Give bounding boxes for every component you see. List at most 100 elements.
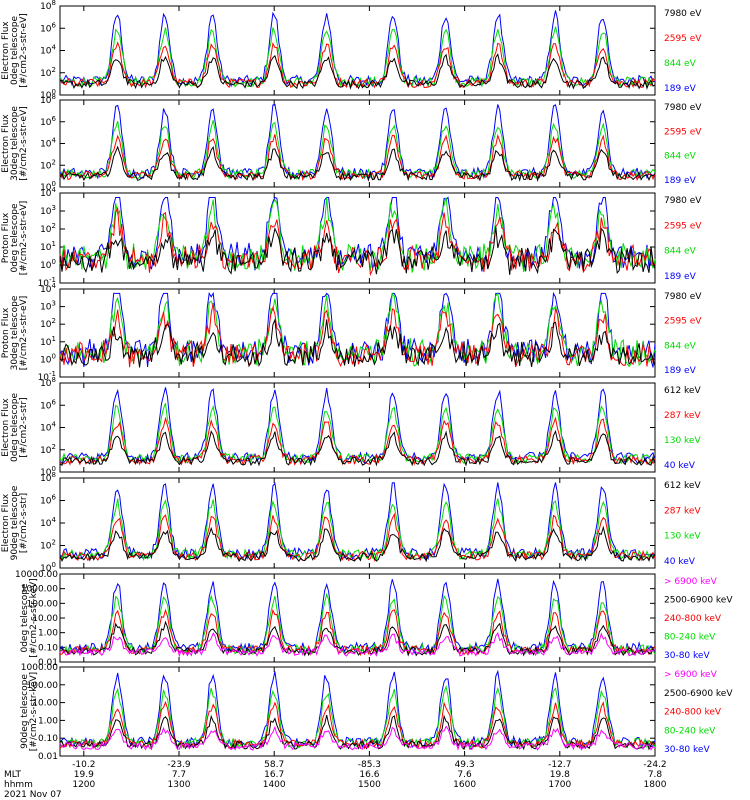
y-axis-label: [#/cm2-s-str] bbox=[19, 397, 29, 457]
y-tick-label: 0.10 bbox=[38, 643, 58, 653]
y-axis-label: [#/cm2-s-str-eV] bbox=[19, 201, 29, 276]
y-axis-label: [#/cm2-s-str-eV] bbox=[19, 106, 29, 181]
y-axis-label: 0deg telescope bbox=[20, 583, 30, 653]
legend-entry: 287 keV bbox=[664, 506, 701, 516]
legend-entry: 240-800 keV bbox=[664, 708, 722, 718]
series-trace bbox=[59, 631, 656, 658]
y-tick-label: 106 bbox=[40, 115, 56, 128]
y-axis-label: [#/cm2-s-str-keV] bbox=[29, 578, 39, 657]
x-tick-label: -23.9 bbox=[167, 760, 191, 770]
legend-entry: 2595 eV bbox=[664, 221, 702, 231]
panel-frame bbox=[59, 5, 656, 96]
y-tick-label: 10-1 bbox=[38, 276, 56, 289]
x-tick-label: 1300 bbox=[168, 780, 191, 790]
legend-entry: 844 eV bbox=[664, 341, 697, 351]
x-axis-footer: -10.2 -23.9 58.7 -85.3 49.3 -12.7 -24.2 MLT 19.9… bbox=[4, 760, 667, 800]
x-tick-label: 1600 bbox=[453, 780, 476, 790]
y-tick-label: 100 bbox=[40, 352, 56, 365]
y-axis-label: [#/cm2-s-str-eV] bbox=[19, 13, 29, 88]
series-trace bbox=[59, 145, 656, 183]
series-trace bbox=[59, 620, 656, 657]
y-tick-label: 102 bbox=[40, 539, 56, 552]
series-trace bbox=[59, 429, 656, 467]
x-tick-label: 16.6 bbox=[359, 770, 379, 780]
y-tick-label: 104 bbox=[40, 186, 56, 199]
y-tick-label: 108 bbox=[40, 471, 56, 484]
y-tick-label: 102 bbox=[40, 158, 56, 171]
legend-entry: 2595 eV bbox=[664, 34, 702, 44]
y-tick-label: 108 bbox=[40, 376, 56, 389]
y-tick-label: 108 bbox=[40, 93, 56, 106]
x-tick-label: -85.3 bbox=[358, 760, 381, 770]
x-tick-label: 7.6 bbox=[457, 770, 472, 780]
y-tick-label: 10000.00 bbox=[15, 570, 58, 580]
legend-entry: 7980 eV bbox=[664, 9, 702, 19]
legend-entry: 2595 eV bbox=[664, 127, 702, 137]
x-tick-label: 49.3 bbox=[455, 760, 475, 770]
series-trace bbox=[59, 700, 656, 750]
y-axis-label: Electron Flux bbox=[1, 21, 11, 80]
y-axis-label: 90deg telescope bbox=[10, 485, 20, 560]
legend-entry: 30-80 keV bbox=[664, 651, 710, 661]
y-tick-label: 102 bbox=[40, 66, 56, 79]
legend-entry: 287 keV bbox=[664, 411, 701, 421]
legend-entry: 130 keV bbox=[664, 532, 701, 542]
y-axis-label: Proton Flux bbox=[1, 212, 11, 263]
y-tick-label: 104 bbox=[40, 421, 56, 434]
legend-entry: 240-800 keV bbox=[664, 614, 722, 624]
legend-entry: 189 eV bbox=[664, 366, 697, 376]
y-tick-label: 103 bbox=[40, 300, 56, 313]
y-tick-label: 1000.00 bbox=[21, 585, 58, 595]
series-trace bbox=[60, 53, 656, 90]
y-tick-label: 100 bbox=[40, 88, 56, 101]
y-tick-label: 102 bbox=[40, 222, 56, 235]
panel-7: 0.01 0.10 1.00 10.00 100.00 1000.00 10000.00 0d… bbox=[15, 570, 733, 668]
y-tick-label: 10.00 bbox=[32, 614, 58, 624]
y-tick-label: 106 bbox=[40, 21, 56, 34]
panel-2: 100 102 104 106 108 TED Electron Flux 30deg tel… bbox=[0, 93, 702, 193]
panel-6: 100 102 104 106 108 MEPED Electron Flux 90deg t… bbox=[0, 471, 701, 574]
x-row-label: MLT bbox=[4, 770, 22, 780]
series-trace bbox=[59, 608, 656, 657]
y-axis-label: 90deg telescope bbox=[20, 674, 30, 749]
legend-entry: 844 eV bbox=[664, 152, 697, 162]
series-trace bbox=[59, 206, 656, 277]
series-trace bbox=[59, 498, 656, 562]
legend-entry: > 6900 keV bbox=[664, 577, 718, 587]
series-trace bbox=[59, 120, 656, 181]
y-axis-label: MEPED bbox=[0, 412, 2, 444]
x-tick-label: 1800 bbox=[644, 780, 667, 790]
y-tick-label: 1.00 bbox=[38, 629, 58, 639]
legend-entry: 2595 eV bbox=[664, 317, 702, 327]
x-tick-label: 1700 bbox=[548, 780, 571, 790]
y-tick-label: 104 bbox=[40, 44, 56, 57]
series-trace bbox=[59, 41, 656, 89]
legend-entry: 2500-6900 keV bbox=[664, 689, 733, 699]
legend-entry: 2500-6900 keV bbox=[664, 596, 733, 606]
legend-entry: 130 keV bbox=[664, 436, 701, 446]
series-trace bbox=[59, 103, 656, 180]
y-tick-label: 104 bbox=[40, 516, 56, 529]
series-trace bbox=[59, 416, 656, 466]
y-axis-label: TED bbox=[0, 41, 2, 60]
y-axis-label: TED bbox=[0, 229, 2, 248]
y-tick-label: 103 bbox=[40, 204, 56, 217]
y-axis-label: 30deg telescope bbox=[10, 106, 20, 181]
panel-frame bbox=[59, 666, 656, 757]
series-trace bbox=[59, 133, 656, 182]
series-trace bbox=[59, 403, 656, 466]
y-tick-label: 102 bbox=[40, 443, 56, 456]
y-axis-label: Electron Flux bbox=[1, 398, 11, 457]
legend-entry: 7980 eV bbox=[664, 292, 702, 302]
series-trace bbox=[59, 525, 656, 563]
y-tick-label: 101 bbox=[40, 335, 56, 348]
y-axis-label: TED bbox=[0, 134, 2, 153]
y-axis-label: [#/cm2-s-str-eV] bbox=[19, 296, 29, 371]
panel-3: 10-1 100 101 102 103 104 TED Proton Flux 0deg te… bbox=[0, 186, 702, 289]
legend-entry: 612 keV bbox=[664, 481, 701, 491]
legend-entry: 7980 eV bbox=[664, 196, 702, 206]
legend-entry: 844 eV bbox=[664, 59, 697, 69]
series-trace bbox=[59, 10, 656, 88]
y-tick-label: 100.00 bbox=[27, 681, 59, 691]
